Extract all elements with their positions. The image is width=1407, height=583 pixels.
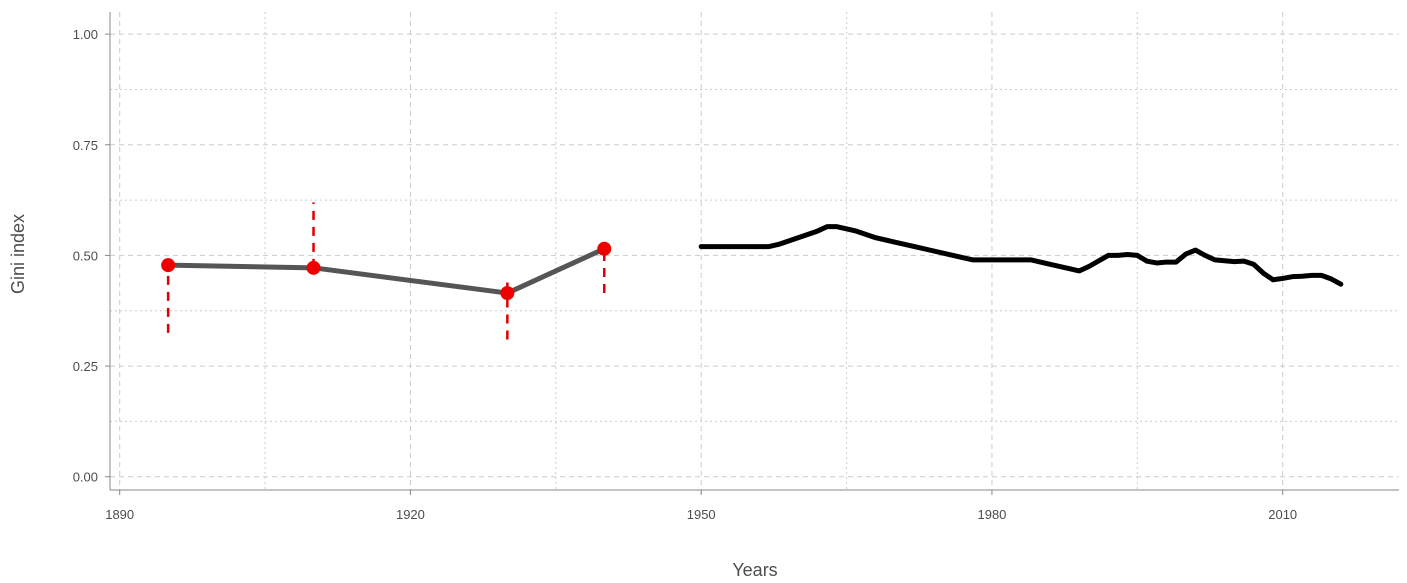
x-tick-label: 1890	[105, 507, 134, 522]
y-tick-label: 0.50	[73, 248, 98, 263]
modern-series-line	[698, 224, 1344, 287]
x-tick-label: 1950	[687, 507, 716, 522]
data-point	[500, 286, 515, 301]
data-point	[597, 241, 612, 256]
y-tick-label: 0.00	[73, 470, 98, 485]
data-point	[161, 258, 176, 273]
y-tick-label: 0.75	[73, 138, 98, 153]
x-tick-label: 1980	[977, 507, 1006, 522]
y-tick-label: 0.25	[73, 359, 98, 374]
y-axis-title: Gini index	[8, 214, 28, 294]
x-tick-label: 2010	[1268, 507, 1297, 522]
y-tick-label: 1.00	[73, 27, 98, 42]
x-tick-label: 1920	[396, 507, 425, 522]
tick-labels: 1890 1920 1950 1980 2010 0.00 0.25 0.50 0.75 1.00	[73, 27, 1297, 522]
early-series-line	[165, 246, 607, 296]
axes	[105, 12, 1399, 495]
plot-area	[161, 202, 1344, 340]
x-axis-title: Years	[732, 560, 777, 580]
grid-lines	[110, 12, 1399, 490]
data-point	[306, 260, 321, 275]
